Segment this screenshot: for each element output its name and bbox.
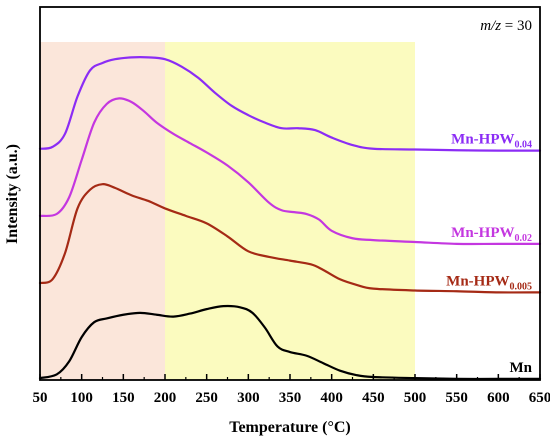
x-tick-label: 450 <box>362 390 385 406</box>
x-tick-label: 250 <box>195 390 218 406</box>
series-line-mn-hpw0-005 <box>38 183 542 294</box>
x-tick-label: 650 <box>529 390 550 406</box>
x-tick-label: 500 <box>404 390 427 406</box>
series-label-subscript: 0.04 <box>515 140 533 151</box>
x-tick-label: 150 <box>112 390 135 406</box>
shaded-regions <box>40 42 415 380</box>
mz-annotation-italic: m/z <box>480 18 501 34</box>
x-tick-label: 350 <box>279 390 302 406</box>
series-label-subscript: 0.02 <box>515 233 533 244</box>
series-line-mn-hpw0-02 <box>38 97 542 246</box>
series-label-main: Mn <box>510 360 533 376</box>
x-tick-label: 400 <box>320 390 343 406</box>
series-label-mn-hpw0-005: Mn-HPW0.005 <box>446 273 532 292</box>
x-tick-label: 50 <box>33 390 48 406</box>
x-ticks: 50 100 150 200 250 300 350 400 450 500 550 600 650 <box>33 374 550 406</box>
mz-annotation-rest: = 30 <box>501 18 532 34</box>
x-tick-label: 100 <box>70 390 93 406</box>
series-label-mn-hpw0-02: Mn-HPW0.02 <box>451 225 532 244</box>
x-tick-label: 550 <box>445 390 468 406</box>
series-label-main: Mn-HPW <box>446 273 509 289</box>
series-label-main: Mn-HPW <box>451 225 514 241</box>
series-lines <box>38 56 542 381</box>
x-tick-label: 600 <box>487 390 510 406</box>
mz-annotation: m/z = 30 <box>480 18 532 34</box>
y-axis-title: Intensity (a.u.) <box>4 144 21 244</box>
series-label-subscript: 0.005 <box>510 281 533 292</box>
x-tick-label: 300 <box>237 390 260 406</box>
series-label-mn: Mn <box>510 360 533 376</box>
series-label-mn-hpw0-04: Mn-HPW0.04 <box>451 132 532 151</box>
x-axis-title: Temperature (°C) <box>229 419 350 436</box>
series-line-mn-hpw0-04 <box>38 56 542 152</box>
x-tick-label: 200 <box>154 390 177 406</box>
series-line-mn <box>38 304 542 381</box>
series-label-main: Mn-HPW <box>451 132 514 148</box>
